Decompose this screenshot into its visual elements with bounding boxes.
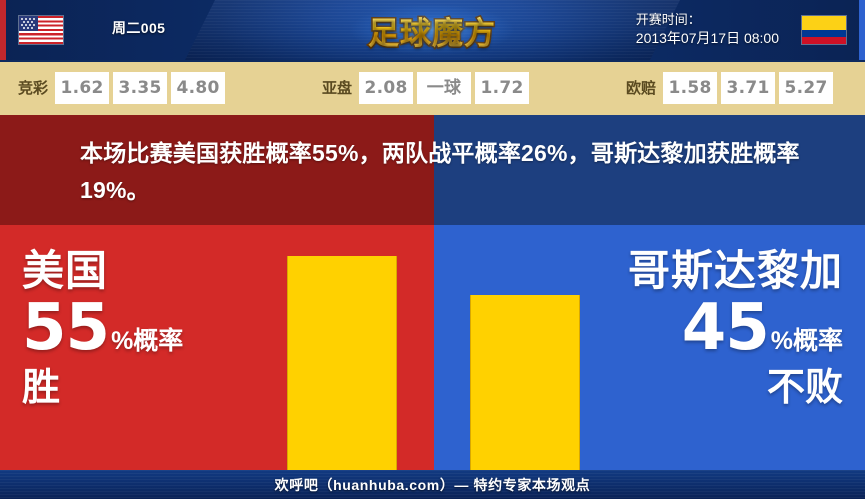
site-logo[interactable]: 足球魔方 足球魔方 <box>312 0 552 60</box>
colombia-flag-blue <box>802 30 846 37</box>
home-probability-suffix: %概率 <box>111 327 184 355</box>
odds-bar: 竞彩 1.62 3.35 4.80 亚盘 2.08 一球 1.72 欧赔 1.5… <box>0 60 865 115</box>
home-stats: 美国 55 %概率 胜 <box>22 225 272 470</box>
away-probability: 45 %概率 <box>553 295 843 361</box>
bar-away <box>470 295 580 470</box>
odds-group-title: 亚盘 <box>322 80 353 97</box>
statement-text: 本场比赛美国获胜概率55%，两队战平概率26%，哥斯达黎加获胜概率19%。 <box>80 140 800 203</box>
away-stats: 哥斯达黎加 45 %概率 不败 <box>553 225 843 470</box>
away-outcome-label: 不败 <box>766 367 843 409</box>
odds-cell-home[interactable]: 1.62 <box>55 71 110 104</box>
header-left-red-edge <box>0 0 6 60</box>
odds-group-jingcai: 竞彩 1.62 3.35 4.80 <box>18 71 229 104</box>
odds-cell-home[interactable]: 2.08 <box>359 71 414 104</box>
odds-group-yapan: 亚盘 2.08 一球 1.72 <box>322 71 533 104</box>
probability-bar-chart: 美国 55 %概率 胜 哥斯达黎加 45 %概率 不败 <box>0 225 865 470</box>
home-probability-value: 55 <box>22 291 110 365</box>
odds-group-title: 竞彩 <box>18 80 49 97</box>
home-probability: 55 %概率 <box>22 295 272 361</box>
statement-blue-half <box>434 115 865 225</box>
odds-cell-away[interactable]: 4.80 <box>171 71 226 104</box>
away-probability-value: 45 <box>681 291 770 365</box>
kickoff-time: 2013年07月17日 08:00 <box>635 30 779 46</box>
home-team-name: 美国 <box>22 247 109 294</box>
odds-group-oupei: 欧赔 1.58 3.71 5.27 <box>626 71 837 104</box>
us-flag-canton <box>19 16 38 31</box>
colombia-flag-icon <box>801 15 847 45</box>
header-right-blue-edge <box>859 0 865 60</box>
away-team-name: 哥斯达黎加 <box>627 247 843 294</box>
us-flag-icon <box>18 15 64 45</box>
colombia-flag-yellow <box>802 16 846 30</box>
statement-banner: 本场比赛美国获胜概率55%，两队战平概率26%，哥斯达黎加获胜概率19%。 <box>0 115 865 225</box>
away-probability-suffix: %概率 <box>770 327 843 355</box>
odds-group-title: 欧赔 <box>626 80 657 97</box>
match-number: 周二005 <box>112 20 166 36</box>
odds-cell-home[interactable]: 1.58 <box>663 71 718 104</box>
kickoff-block: 开赛时间： 2013年07月17日 08:00 <box>636 10 779 48</box>
odds-cell-draw[interactable]: 3.35 <box>113 71 168 104</box>
odds-top-divider <box>0 60 865 62</box>
footer-text: 欢呼吧（huanhuba.com）— 特约专家本场观点 <box>274 476 591 493</box>
statement-red-half <box>0 115 434 225</box>
home-outcome-label: 胜 <box>22 367 61 409</box>
footer-bar: 欢呼吧（huanhuba.com）— 特约专家本场观点 <box>0 470 865 499</box>
logo-text: 足球魔方 <box>368 8 496 53</box>
match-header: 周二005 足球魔方 足球魔方 开赛时间： 2013年07月17日 08:00 <box>0 0 865 60</box>
odds-cell-draw[interactable]: 3.71 <box>721 71 776 104</box>
odds-cell-handicap[interactable]: 一球 <box>417 71 472 104</box>
bar-home <box>287 256 397 470</box>
kickoff-label: 开赛时间： <box>635 12 701 27</box>
odds-cell-away[interactable]: 1.72 <box>475 71 530 104</box>
colombia-flag-red <box>802 37 846 44</box>
odds-cell-away[interactable]: 5.27 <box>779 71 834 104</box>
